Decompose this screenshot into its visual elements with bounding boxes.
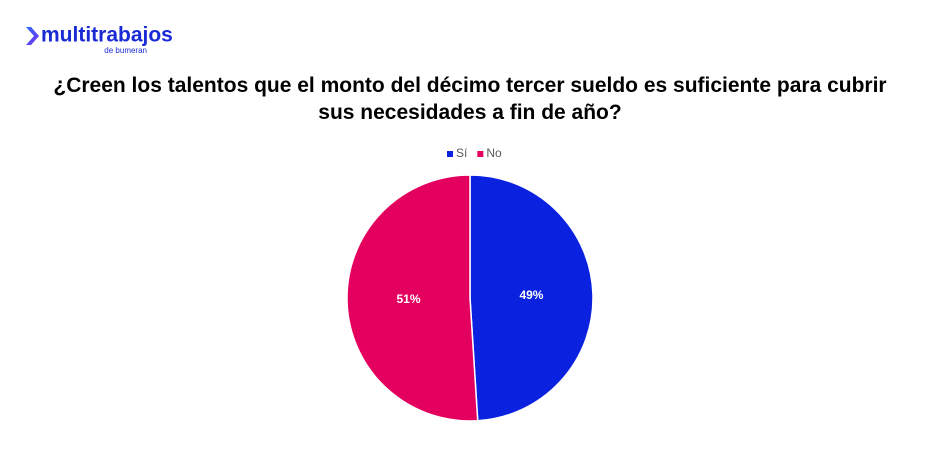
legend-label: Sí (456, 146, 468, 160)
pie-slice (469, 174, 594, 422)
legend: Sí No (447, 146, 502, 160)
legend-swatch (477, 151, 484, 157)
legend-swatch (447, 151, 453, 157)
pie: 49% 51% (346, 174, 594, 422)
chart-title: ¿Creen los talentos que el monto del déc… (53, 74, 887, 124)
pie-slice (346, 174, 479, 422)
logo-icon (26, 27, 39, 45)
logo-name: multitrabajos (41, 24, 173, 47)
legend-label: No (486, 146, 502, 160)
data-label: 51% (397, 292, 421, 306)
data-label: 49% (519, 288, 543, 302)
logo-tagline: de bumeran (104, 46, 147, 55)
